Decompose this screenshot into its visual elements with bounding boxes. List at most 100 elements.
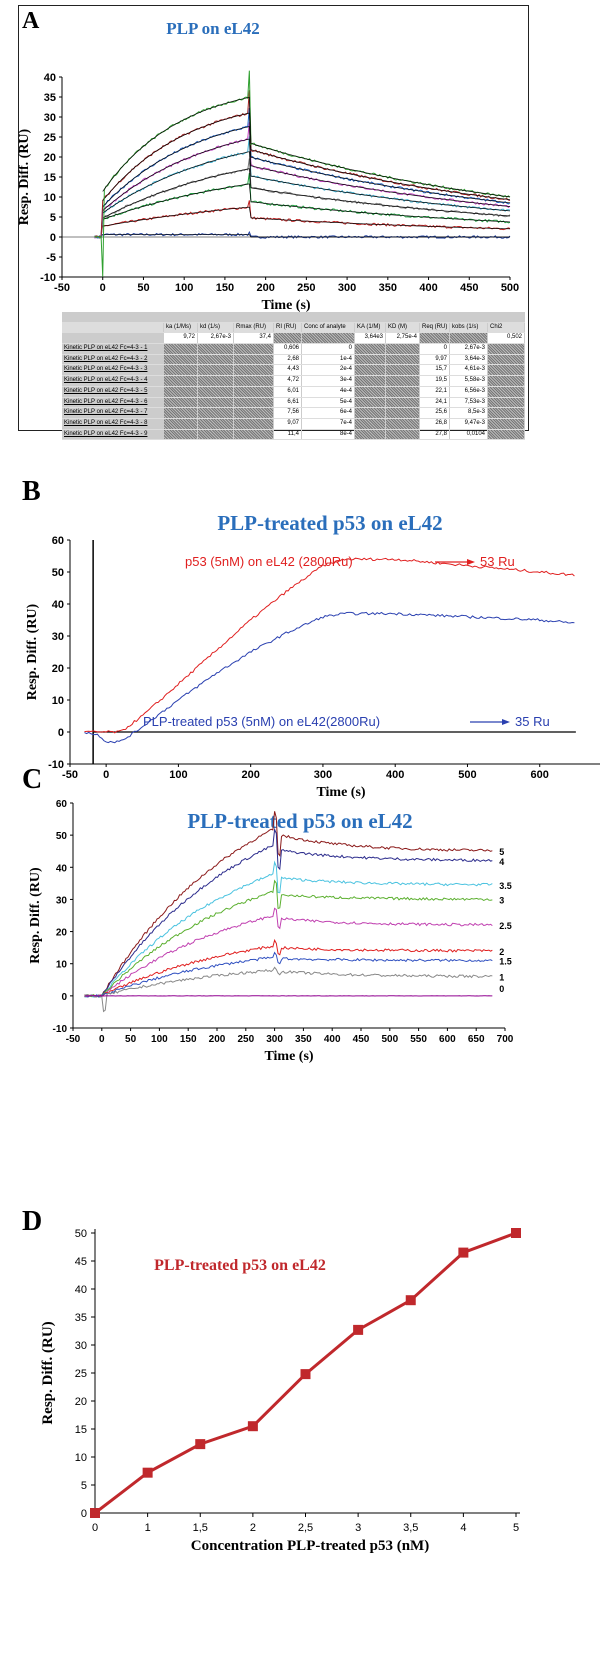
empty-cell [488,397,525,408]
sensorgram-curve [84,611,575,744]
column-header: KD (M) [386,322,420,333]
arrow-head-icon [467,559,475,565]
empty-cell [386,376,420,386]
cell-label: Kinetic PLP on eL42 Fc=4-3 - 1 [62,344,164,354]
panel-label-d: D [22,1206,42,1237]
y-tick-label: -10 [40,272,56,284]
cell-Req: 26,8 [420,418,450,429]
x-tick-label: 350 [379,282,397,294]
table-row: Kinetic PLP on eL42 Fc=4-3 - 8 9,07 7e-4 26… [62,418,525,430]
y-tick-label: 50 [52,567,64,579]
empty-cell [234,408,274,418]
empty-cell [488,344,525,354]
cell-conc: 7e-4 [302,418,355,429]
x-tick-label: 300 [266,1034,283,1045]
empty-cell [164,408,198,418]
y-tick-label: 30 [52,631,64,643]
y-tick-label: 25 [75,1368,87,1380]
param-cell [450,333,488,344]
empty-cell [355,429,386,440]
series-label: 0 [499,984,504,994]
cell-kobs: 2,67e-3 [450,344,488,354]
empty-cell [355,376,386,386]
cell-Req: 19,5 [420,376,450,386]
sensorgram-curve [84,951,493,998]
x-tick-label: 100 [151,1034,168,1045]
empty-cell [198,429,234,440]
column-header: ka (1/Ms) [164,322,198,333]
x-tick-label: -50 [66,1034,81,1045]
x-tick-label: 100 [169,769,187,781]
x-tick-label: 500 [458,769,476,781]
x-tick-label: 100 [175,282,193,294]
empty-cell [164,365,198,376]
cell-label: Kinetic PLP on eL42 Fc=4-3 - 7 [62,408,164,418]
y-tick-label: -10 [53,1024,68,1035]
x-tick-label: 650 [468,1034,485,1045]
x-tick-label: 200 [209,1034,226,1045]
param-cell: 2,75e-4 [386,333,420,344]
cell-label: Kinetic PLP on eL42 Fc=4-3 - 5 [62,386,164,397]
panel-label-c: C [22,764,42,795]
sensorgram-curve [94,136,511,239]
y-tick-label: 15 [75,1424,87,1436]
cell-RI: 4,43 [274,365,302,376]
x-tick-label: 150 [180,1034,197,1045]
empty-cell [198,344,234,354]
empty-cell [386,344,420,354]
fit-curve [102,168,511,219]
chart-title: PLP-treated p53 on eL42 [217,511,442,535]
empty-cell [386,365,420,376]
y-tick-label: 50 [56,831,68,842]
y-tick-label: 5 [50,212,56,224]
empty-cell [164,397,198,408]
y-tick-label: 0 [81,1508,87,1520]
empty-cell [488,408,525,418]
empty-cell [164,429,198,440]
panel-label-b: B [22,476,41,507]
y-tick-label: 10 [52,695,64,707]
sensorgram-curve [84,827,493,998]
x-tick-label: 2,5 [298,1522,313,1534]
cell-RI: 0,606 [274,344,302,354]
sensorgram-curve [94,158,511,239]
data-point [458,1247,469,1258]
x-tick-label: 1,5 [193,1522,208,1534]
cell-kobs: 6,56e-3 [450,386,488,397]
sensorgram-curve [84,907,493,998]
column-header: Chi2 [488,322,525,333]
y-tick-label: 35 [44,92,56,104]
y-tick-label: 15 [44,172,56,184]
fit-curve [102,126,511,208]
x-tick-label: 300 [314,769,332,781]
empty-cell [386,354,420,365]
sensorgram-curve [84,938,493,997]
cell-RI: 2,68 [274,354,302,365]
table-band [62,312,525,323]
data-point [511,1228,521,1238]
cell-Req: 0 [420,344,450,354]
empty-cell [355,408,386,418]
column-header [62,322,164,333]
cell-conc: 6e-4 [302,408,355,418]
empty-cell [198,365,234,376]
cell-kobs: 4,61e-3 [450,365,488,376]
cell-RI: 9,07 [274,418,302,429]
empty-cell [355,397,386,408]
empty-cell [234,365,274,376]
y-tick-label: 20 [56,928,68,939]
empty-cell [198,354,234,365]
empty-cell [234,376,274,386]
x-tick-label: 500 [381,1034,398,1045]
series-label: 3 [499,895,504,905]
chart-title: PLP-treated p53 on eL42 [187,809,412,833]
cell-conc: 2e-4 [302,365,355,376]
cell-label: Kinetic PLP on eL42 Fc=4-3 - 2 [62,354,164,365]
empty-cell [488,365,525,376]
fit-curve [102,183,511,223]
param-cell: 3,64e3 [355,333,386,344]
column-header: Rmax (RU) [234,322,274,333]
param-cell: 37,4 [234,333,274,344]
empty-cell [198,376,234,386]
empty-cell [355,365,386,376]
